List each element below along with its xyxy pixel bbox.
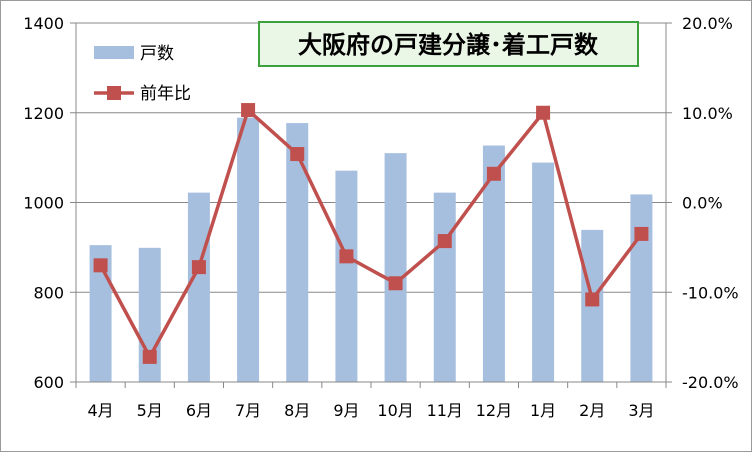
line-path — [99, 108, 643, 359]
x-axis-tick-label: 4月 — [87, 401, 113, 420]
x-axis-tick-label: 7月 — [235, 401, 261, 420]
bar — [187, 192, 210, 382]
left-axis-tick-label: 600 — [33, 373, 64, 392]
legend-swatch-bar — [94, 46, 134, 59]
bar — [433, 192, 456, 382]
x-axis-tick-label: 2月 — [579, 401, 605, 420]
x-axis-tick-label: 8月 — [284, 401, 310, 420]
right-axis-tick-label: 0.0% — [682, 194, 723, 213]
bar — [532, 162, 555, 382]
right-axis-tick-label: -10.0% — [682, 283, 739, 302]
x-axis-tick-label: 10月 — [377, 401, 413, 420]
line-marker — [634, 226, 649, 241]
axes — [70, 22, 672, 388]
line-marker — [536, 105, 551, 120]
bar — [286, 123, 309, 382]
legend-label-bar: 戸数 — [140, 44, 174, 64]
bar — [482, 145, 505, 382]
title-frame — [258, 21, 639, 67]
tick-labels: 600 800 1000 1200 1400 -20.0% -10.0% 0.0% 10.0% 2… — [23, 14, 738, 420]
legend: 戸数 前年比 — [94, 44, 191, 104]
x-axis-tick-label: 3月 — [628, 401, 654, 420]
line-marker — [339, 249, 354, 264]
legend-marker — [107, 86, 121, 100]
line-marker — [191, 260, 206, 275]
chart-title-box: 大阪府の戸建分譲･着工戸数 — [258, 21, 639, 67]
x-axis-tick-label: 11月 — [427, 401, 463, 420]
left-axis-tick-label: 800 — [33, 283, 64, 302]
legend-label-line: 前年比 — [140, 84, 191, 104]
line-marker — [437, 234, 452, 249]
line-marker — [93, 258, 108, 273]
x-axis-tick-label: 6月 — [186, 401, 212, 420]
line-marker — [388, 276, 403, 291]
line-marker — [241, 103, 256, 118]
left-axis-tick-label: 1000 — [23, 194, 64, 213]
line-marker — [585, 292, 600, 307]
line-marker — [290, 147, 305, 162]
x-axis-tick-label: 1月 — [530, 401, 556, 420]
line-marker — [142, 349, 157, 364]
x-axis-tick-label: 12月 — [476, 401, 512, 420]
left-axis-tick-label: 1200 — [23, 104, 64, 123]
x-axis-tick-label: 9月 — [333, 401, 359, 420]
bar — [384, 153, 407, 382]
right-axis-tick-label: -20.0% — [682, 373, 739, 392]
line-marker — [486, 166, 501, 181]
bar — [630, 194, 653, 382]
chart-title: 大阪府の戸建分譲･着工戸数 — [298, 31, 599, 59]
right-axis-tick-label: 20.0% — [682, 14, 733, 33]
bar — [237, 117, 260, 382]
right-axis-tick-label: 10.0% — [682, 104, 733, 123]
bar — [335, 170, 358, 382]
bar — [89, 245, 112, 382]
left-axis-tick-label: 1400 — [23, 14, 64, 33]
line-series — [93, 103, 649, 364]
x-axis-tick-label: 5月 — [137, 401, 163, 420]
